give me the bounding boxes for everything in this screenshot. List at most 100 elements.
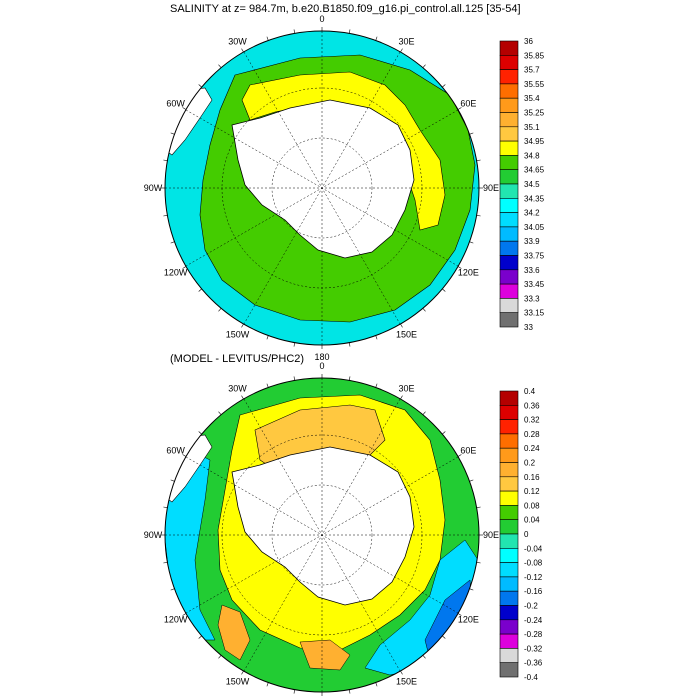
panel2-tick: [442, 431, 446, 435]
panel1-antarctica: [231, 99, 415, 259]
panel1-tick: [469, 132, 474, 135]
panel1-colorbar-label: 33: [524, 323, 533, 332]
panel1-tick: [163, 215, 168, 217]
panel1-colorbar-box: [499, 169, 519, 185]
panel1-colorbar-box: [499, 155, 519, 170]
panel2-colorbar-label: 0.08: [524, 501, 540, 510]
panel2-colorbar-label: -0.24: [524, 616, 543, 625]
panel1-tick: [375, 335, 378, 340]
panel2-colorbar-box: [499, 447, 519, 463]
panel1-colorbar-box: [499, 112, 519, 128]
panel1-tick: [400, 48, 403, 53]
panel1-colorbar-box: [499, 255, 519, 271]
panel2-colorbar-box: [499, 648, 519, 664]
panel2-colorbar-box: [499, 433, 519, 449]
panel1-colorbar-label: 33.6: [524, 266, 540, 275]
panel1-colorbar-label: 33.75: [524, 252, 545, 261]
panel2-colorbar-box: [499, 533, 519, 549]
panel1-lon-label: 30W: [228, 37, 247, 47]
panel1-colorbar-label: 34.5: [524, 180, 540, 189]
panel2-colorbar-box: [499, 662, 519, 678]
panel1-colorbar-box: [499, 54, 519, 70]
panel2-colorbar-box: [499, 476, 519, 492]
panel2-colorbar-box: [499, 490, 519, 506]
panel1-colorbar-label: 35.55: [524, 80, 545, 89]
panel1-lon-label: 0: [319, 14, 324, 24]
panel1-colorbar-box: [499, 226, 519, 242]
panel2-tick: [163, 562, 168, 564]
panel2-colorbar-label: 0.16: [524, 473, 540, 482]
panel1-colorbar-label: 35.1: [524, 123, 540, 132]
panel1-tick: [218, 308, 222, 312]
panel1-tick: [170, 241, 175, 244]
panel2-lon-label: 150E: [396, 676, 417, 686]
panel1-lon-label: 30E: [398, 37, 414, 47]
panel2-colorbar-label: -0.28: [524, 630, 543, 639]
panel1-lon-labels: 0 30E 60E 90E 120E 150E 180 150W 120W 90W 60W 30W: [144, 14, 499, 362]
panel2-tick: [375, 383, 378, 388]
panel2-lon-label: 60W: [166, 446, 185, 456]
panel2-colorbar-box: [499, 633, 519, 649]
panel1-lon-label: 180: [314, 352, 329, 362]
panel1-tick: [182, 107, 187, 110]
panel1-tick: [266, 36, 269, 41]
panel2-tick: [266, 682, 269, 687]
panel2-colorbar-label: 0.2: [524, 459, 536, 468]
panel2-graticule: [165, 378, 479, 692]
panel1-colorbar-label: 34.2: [524, 209, 540, 218]
panel2-colorbar-label: -0.4: [524, 673, 538, 682]
panel2-colorbar: 0.4 0.36 0.32 0.28 0.24 0.2 0.16 0.12 0.08 0.04 0 -…: [499, 387, 543, 682]
panel2-colorbar-box: [499, 505, 519, 520]
panel1-title: SALINITY at z= 984.7m, b.e20.B1850.f09_g…: [170, 3, 521, 15]
panel2-lon-label: 0: [319, 361, 324, 371]
panel2-title: (MODEL - LEVITUS/PHC2): [170, 353, 304, 365]
panel1-tick: [349, 29, 351, 34]
panel1-colorbar-label: 33.9: [524, 237, 540, 246]
panel2-lon-label: 30W: [228, 384, 247, 394]
panel1-inner-region: [241, 71, 446, 231]
panel2-tick: [182, 454, 187, 457]
panel2-colorbar-label: 0.32: [524, 416, 540, 425]
panel1-tick: [293, 342, 295, 347]
panel2-colorbar-box: [499, 462, 519, 478]
panel1-map: [161, 27, 483, 349]
panel1-colorbar-label: 33.15: [524, 309, 545, 318]
panel1-colorbar-box: [499, 97, 519, 113]
panel2-lon-label: 90E: [483, 530, 499, 540]
panel1-colorbar-box: [499, 312, 519, 328]
panel1-ticks: [161, 27, 483, 349]
panel1-tick: [422, 308, 426, 312]
panel1-lon-label: 120E: [458, 268, 479, 278]
panel2-colorbar-label: 0.4: [524, 387, 536, 396]
panel2-tick: [457, 454, 462, 457]
panel1-colorbar-box: [499, 269, 519, 285]
panel1-colorbar-box: [499, 126, 519, 142]
panel1-colorbar-label: 35.7: [524, 66, 540, 75]
panel2-tick: [469, 588, 474, 591]
panel2-colorbar-label: -0.12: [524, 573, 543, 582]
panel2-tick: [218, 411, 222, 415]
panel1-lon-label: 90E: [483, 183, 499, 193]
panel1-tick: [241, 323, 244, 328]
panel1-tick: [266, 335, 269, 340]
panel2-tick: [422, 411, 426, 415]
panel2-colorbar-box: [499, 519, 519, 535]
panel2-colorbar-box: [499, 576, 519, 592]
panel2-colorbar-label: 0.28: [524, 430, 540, 439]
panel1-tick: [198, 84, 202, 88]
panel1-colorbar-label: 34.05: [524, 223, 545, 232]
panel2-ticks: [161, 374, 483, 696]
panel1-colorbar-box: [499, 240, 519, 256]
panel1-tick: [457, 266, 462, 269]
panel2-lon-label: 150W: [226, 676, 250, 686]
panel2-colorbar-label: -0.08: [524, 559, 543, 568]
panel1-graticule: [165, 31, 479, 345]
panel2-colorbar-box: [499, 619, 519, 635]
panel2-tick: [400, 395, 403, 400]
panel1-tick: [469, 241, 474, 244]
panel2-tick: [349, 376, 351, 381]
panel2-colorbar-box: [499, 390, 519, 406]
panel2-map: [161, 374, 483, 696]
panel2-positive-patch-sw: [217, 604, 251, 661]
panel2-colorbar-label: 0.12: [524, 487, 540, 496]
